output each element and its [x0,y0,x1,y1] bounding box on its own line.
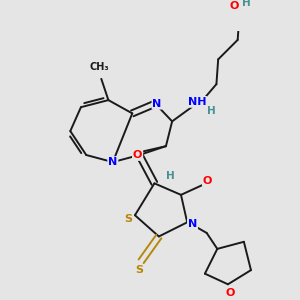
Text: H: H [166,171,175,181]
Text: N: N [188,219,197,229]
Text: NH: NH [188,97,206,107]
Text: O: O [230,1,239,11]
Text: O: O [133,150,142,160]
Text: H: H [207,106,215,116]
Text: N: N [152,99,162,109]
Text: N: N [108,157,117,167]
Text: H: H [242,0,251,8]
Text: O: O [225,288,234,298]
Text: S: S [135,265,143,275]
Text: CH₃: CH₃ [90,62,109,72]
Text: O: O [203,176,212,186]
Text: S: S [124,214,132,224]
